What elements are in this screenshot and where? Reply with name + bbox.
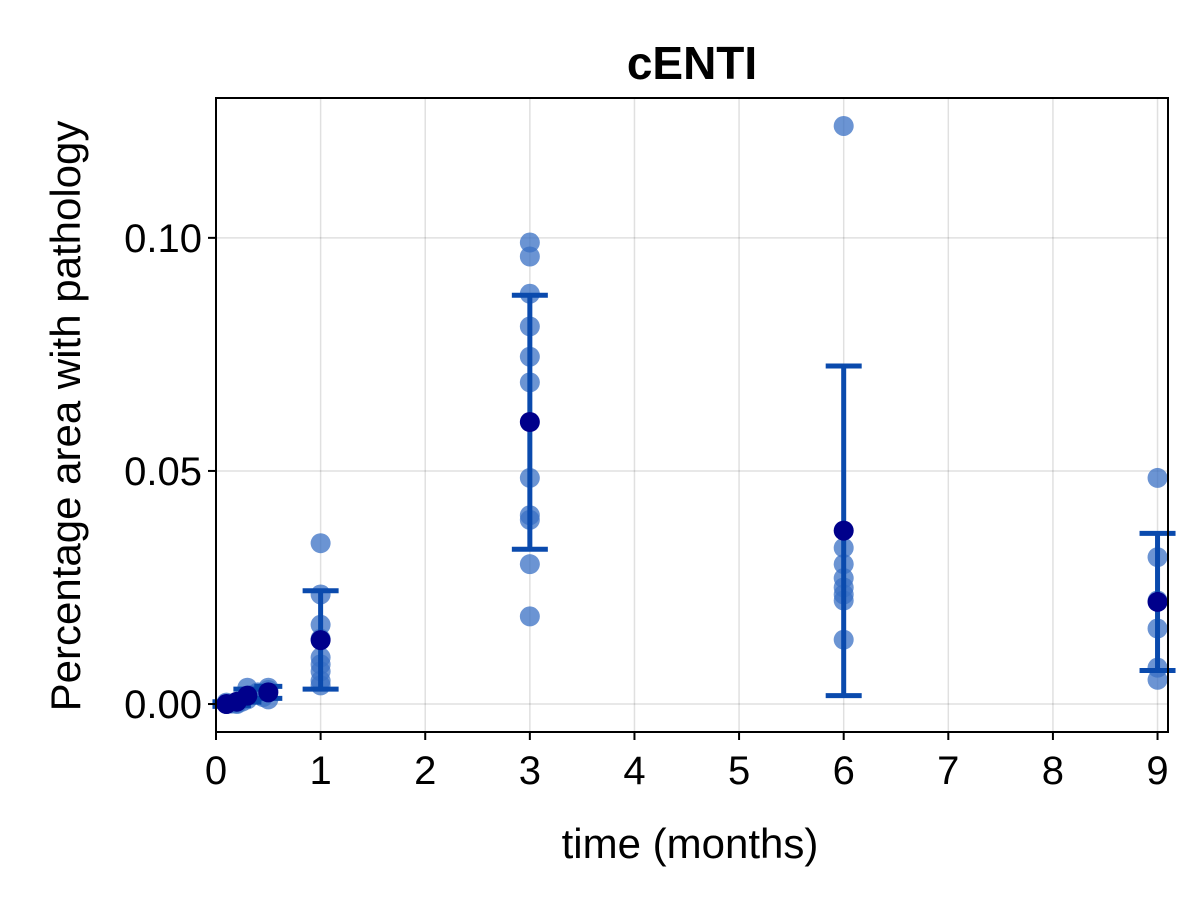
y-tick-label: 0.05 xyxy=(124,450,202,494)
mean-point xyxy=(833,520,854,541)
mean-point xyxy=(310,630,331,651)
x-tick-label: 9 xyxy=(1146,749,1168,793)
mean-point xyxy=(237,685,258,706)
data-point xyxy=(310,533,331,554)
y-tick-label: 0.10 xyxy=(124,217,202,261)
data-point xyxy=(519,232,540,253)
x-tick-label: 2 xyxy=(414,749,436,793)
mean-point xyxy=(519,411,540,432)
mean-point xyxy=(1147,591,1168,612)
y-tick-label: 0.00 xyxy=(124,683,202,727)
data-point xyxy=(1147,467,1168,488)
x-tick-label: 8 xyxy=(1042,749,1064,793)
chart-title: cENTI xyxy=(627,37,757,89)
x-tick-label: 6 xyxy=(833,749,855,793)
data-point xyxy=(519,606,540,627)
data-point xyxy=(1147,669,1168,690)
x-tick-label: 7 xyxy=(937,749,959,793)
plot-area xyxy=(212,115,1176,715)
data-point xyxy=(519,246,540,267)
x-axis-label: time (months) xyxy=(562,820,819,867)
y-axis-label: Percentage area with pathology xyxy=(42,121,89,712)
plot-frame xyxy=(215,97,1169,733)
data-point xyxy=(833,115,854,136)
x-tick-label: 0 xyxy=(205,749,227,793)
grid xyxy=(215,98,1168,732)
x-tick-label: 4 xyxy=(623,749,645,793)
data-point xyxy=(519,554,540,575)
x-tick-label: 1 xyxy=(309,749,331,793)
mean-point xyxy=(258,682,279,703)
axes-ticks: 0 1 2 3 4 5 6 7 8 9 0.00 0.05 0.10 xyxy=(124,217,1169,793)
x-tick-label: 5 xyxy=(728,749,750,793)
x-tick-label: 3 xyxy=(519,749,541,793)
